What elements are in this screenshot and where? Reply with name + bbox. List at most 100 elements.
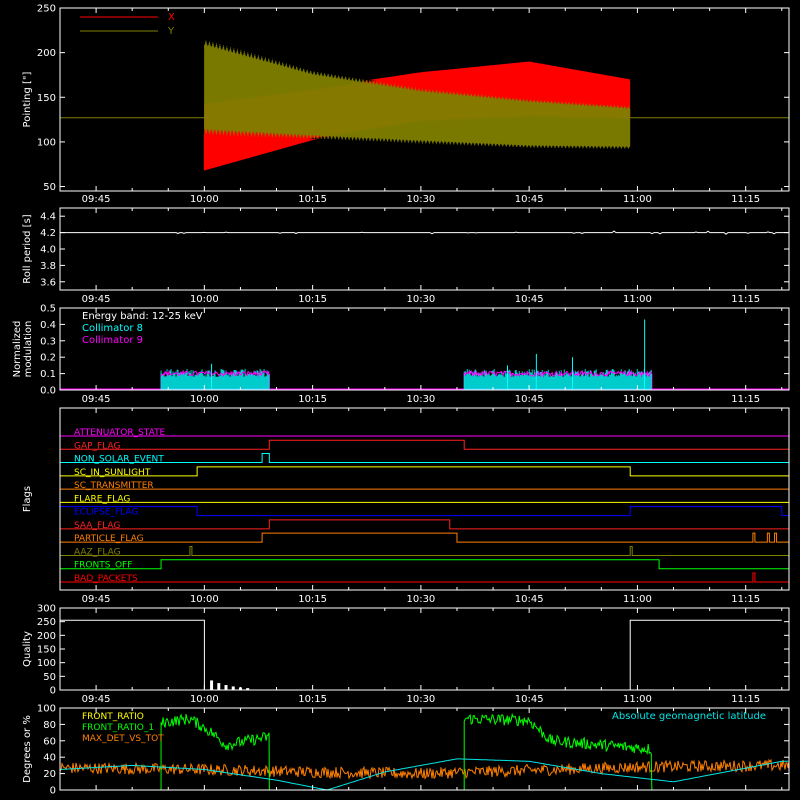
roll-xtick-label: 10:30 [406,294,435,305]
pointing-xtick-label: 10:45 [515,194,544,205]
panel-ratios: 0 20 40 60 80 100 Degrees or % FRONT_RATIOFRONT… [22,704,790,797]
modulation-xtick-label: 09:45 [82,394,111,405]
panel-roll-period: 09:45 10:00 10:15 10:30 10:45 11:00 11:15 3.6 3.… [22,207,790,305]
flag-trace-non-solar-event [60,453,789,464]
flags-xtick-label: 10:15 [298,594,327,605]
series-max-det-vs-tot [59,758,790,780]
roll-xtick-label: 09:45 [82,294,111,305]
ratios-ylabel: Degrees or % [22,715,33,783]
flags-xtick-label: 11:00 [623,594,652,605]
flag-label-eclipse-flag: ECLIPSE_FLAG [74,508,138,518]
ratios-ytick-label: 20 [43,769,56,780]
pointing-xtick-label: 11:15 [731,194,760,205]
quality-ytick-label: 100 [37,658,56,669]
modulation-legend-2: Collimator 9 [82,335,143,346]
quality-ytick-label: 0 [50,686,56,697]
ratios-ytick-label: 60 [43,736,56,747]
quality-xtick-label: 10:00 [190,694,219,705]
quality-xtick-label: 11:15 [731,694,760,705]
modulation-ylabel: Normalized [12,321,23,378]
flag-label-particle-flag: PARTICLE_FLAG [74,534,144,544]
modulation-ytick-label: 0.4 [40,320,56,331]
flag-label-saa-flag: SAA_FLAG [74,521,120,531]
flag-label-fronts-off: FRONTS_OFF [74,561,132,571]
flag-label-aaz-flag: AAZ_FLAG [74,547,121,557]
flag-trace-gap-flag [60,439,789,450]
modulation-frame [59,307,790,391]
pointing-ytick-label: 250 [37,4,56,15]
flag-label-attenuator-state: ATTENUATOR_STATE [74,428,166,438]
series-roll-period [60,230,788,235]
quality-xtick-label: 11:00 [623,694,652,705]
roll-ytick-label: 3.8 [40,261,56,272]
panel-modulation: 09:45 10:00 10:15 10:30 10:45 11:00 11:15 0.0 0.… [12,304,790,405]
pointing-ytick-label: 200 [37,48,56,59]
flag-trace-sc-in-sunlight [60,466,789,477]
flag-trace-fronts-off [60,559,789,570]
pointing-xtick-label: 09:45 [82,194,111,205]
quality-xtick-label: 10:30 [406,694,435,705]
quality-ytick-label: 300 [37,604,56,615]
quality-ytick-label: 50 [43,672,56,683]
ratios-legend-geomag: Absolute geomagnetic latitude [612,711,766,722]
flag-trace-saa-flag [60,519,789,530]
flag-trace-bad-packets [60,572,789,583]
pointing-ytick-label: 150 [37,93,56,104]
flag-trace-eclipse-flag [59,506,789,517]
series-y-band [204,40,631,149]
roll-xtick-label: 10:15 [298,294,327,305]
ratios-ytick-label: 100 [37,704,56,715]
legend-label-x: X [168,12,175,23]
pointing-ytick-label: 100 [37,137,56,148]
roll-ytick-label: 3.6 [40,277,56,288]
series-geomagnetic-latitude [59,758,788,791]
flag-label-flare-flag: FLARE_FLAG [74,494,130,504]
quality-ylabel: Quality [22,631,33,667]
modulation-xtick-label: 10:15 [298,394,327,405]
modulation-ytick-label: 0.1 [40,369,56,380]
modulation-xtick-label: 11:00 [623,394,652,405]
ratios-legend-1: FRONT_RATIO_1 [82,723,154,733]
quality-xtick-label: 09:45 [82,694,111,705]
pointing-xtick-label: 10:30 [406,194,435,205]
modulation-ylabel: modulation [23,321,34,378]
modulation-xtick-label: 10:30 [406,394,435,405]
modulation-legend-1: Collimator 8 [82,323,143,334]
pointing-xtick-label: 10:00 [190,194,219,205]
quality-ytick-label: 250 [37,617,56,628]
roll-xtick-label: 11:15 [731,294,760,305]
flags-ylabel: Flags [22,486,33,512]
roll-ytick-label: 4.2 [40,228,56,239]
flags-xtick-label: 11:15 [731,594,760,605]
flags-xtick-label: 10:00 [190,594,219,605]
pointing-xtick-label: 10:15 [298,194,327,205]
flags-frame [59,407,790,591]
roll-ytick-label: 4.4 [40,212,56,223]
pointing-ytick-label: 50 [43,182,56,193]
flags-xtick-label: 09:45 [82,594,111,605]
series-front-ratio-1-segment [160,713,270,791]
panel-flags: ATTENUATOR_STATE GAP_FLAG NON_SOLAR_EVENT S… [22,407,790,605]
modulation-xtick-label: 10:00 [190,394,219,405]
series-front-ratio-1-segment [463,712,653,791]
flag-label-sc-in-sunlight: SC_IN_SUNLIGHT [74,468,151,478]
quality-ytick-label: 150 [37,645,56,656]
ratios-ytick-label: 40 [43,753,56,764]
flag-label-sc-transmitter: SC_TRANSMITTER [74,481,154,491]
quality-xtick-label: 10:15 [298,694,327,705]
roll-xtick-label: 11:00 [623,294,652,305]
modulation-xtick-label: 11:15 [731,394,760,405]
flags-xtick-label: 10:45 [515,594,544,605]
pointing-frame [59,7,790,192]
modulation-legend-0: Energy band: 12-25 keV [82,311,203,322]
pointing-ylabel: Pointing ["] [22,71,33,127]
panel-quality: 09:45 10:00 10:15 10:30 10:45 11:00 11:15 0 50 10… [22,604,790,705]
ratios-ytick-label: 0 [50,786,56,797]
roll-xtick-label: 10:00 [190,294,219,305]
quality-xtick-label: 10:45 [515,694,544,705]
flag-label-non-solar-event: NON_SOLAR_EVENT [74,455,164,465]
ratios-legend-0: FRONT_RATIO [82,712,144,722]
ratios-ytick-label: 80 [43,720,56,731]
modulation-xtick-label: 10:45 [515,394,544,405]
